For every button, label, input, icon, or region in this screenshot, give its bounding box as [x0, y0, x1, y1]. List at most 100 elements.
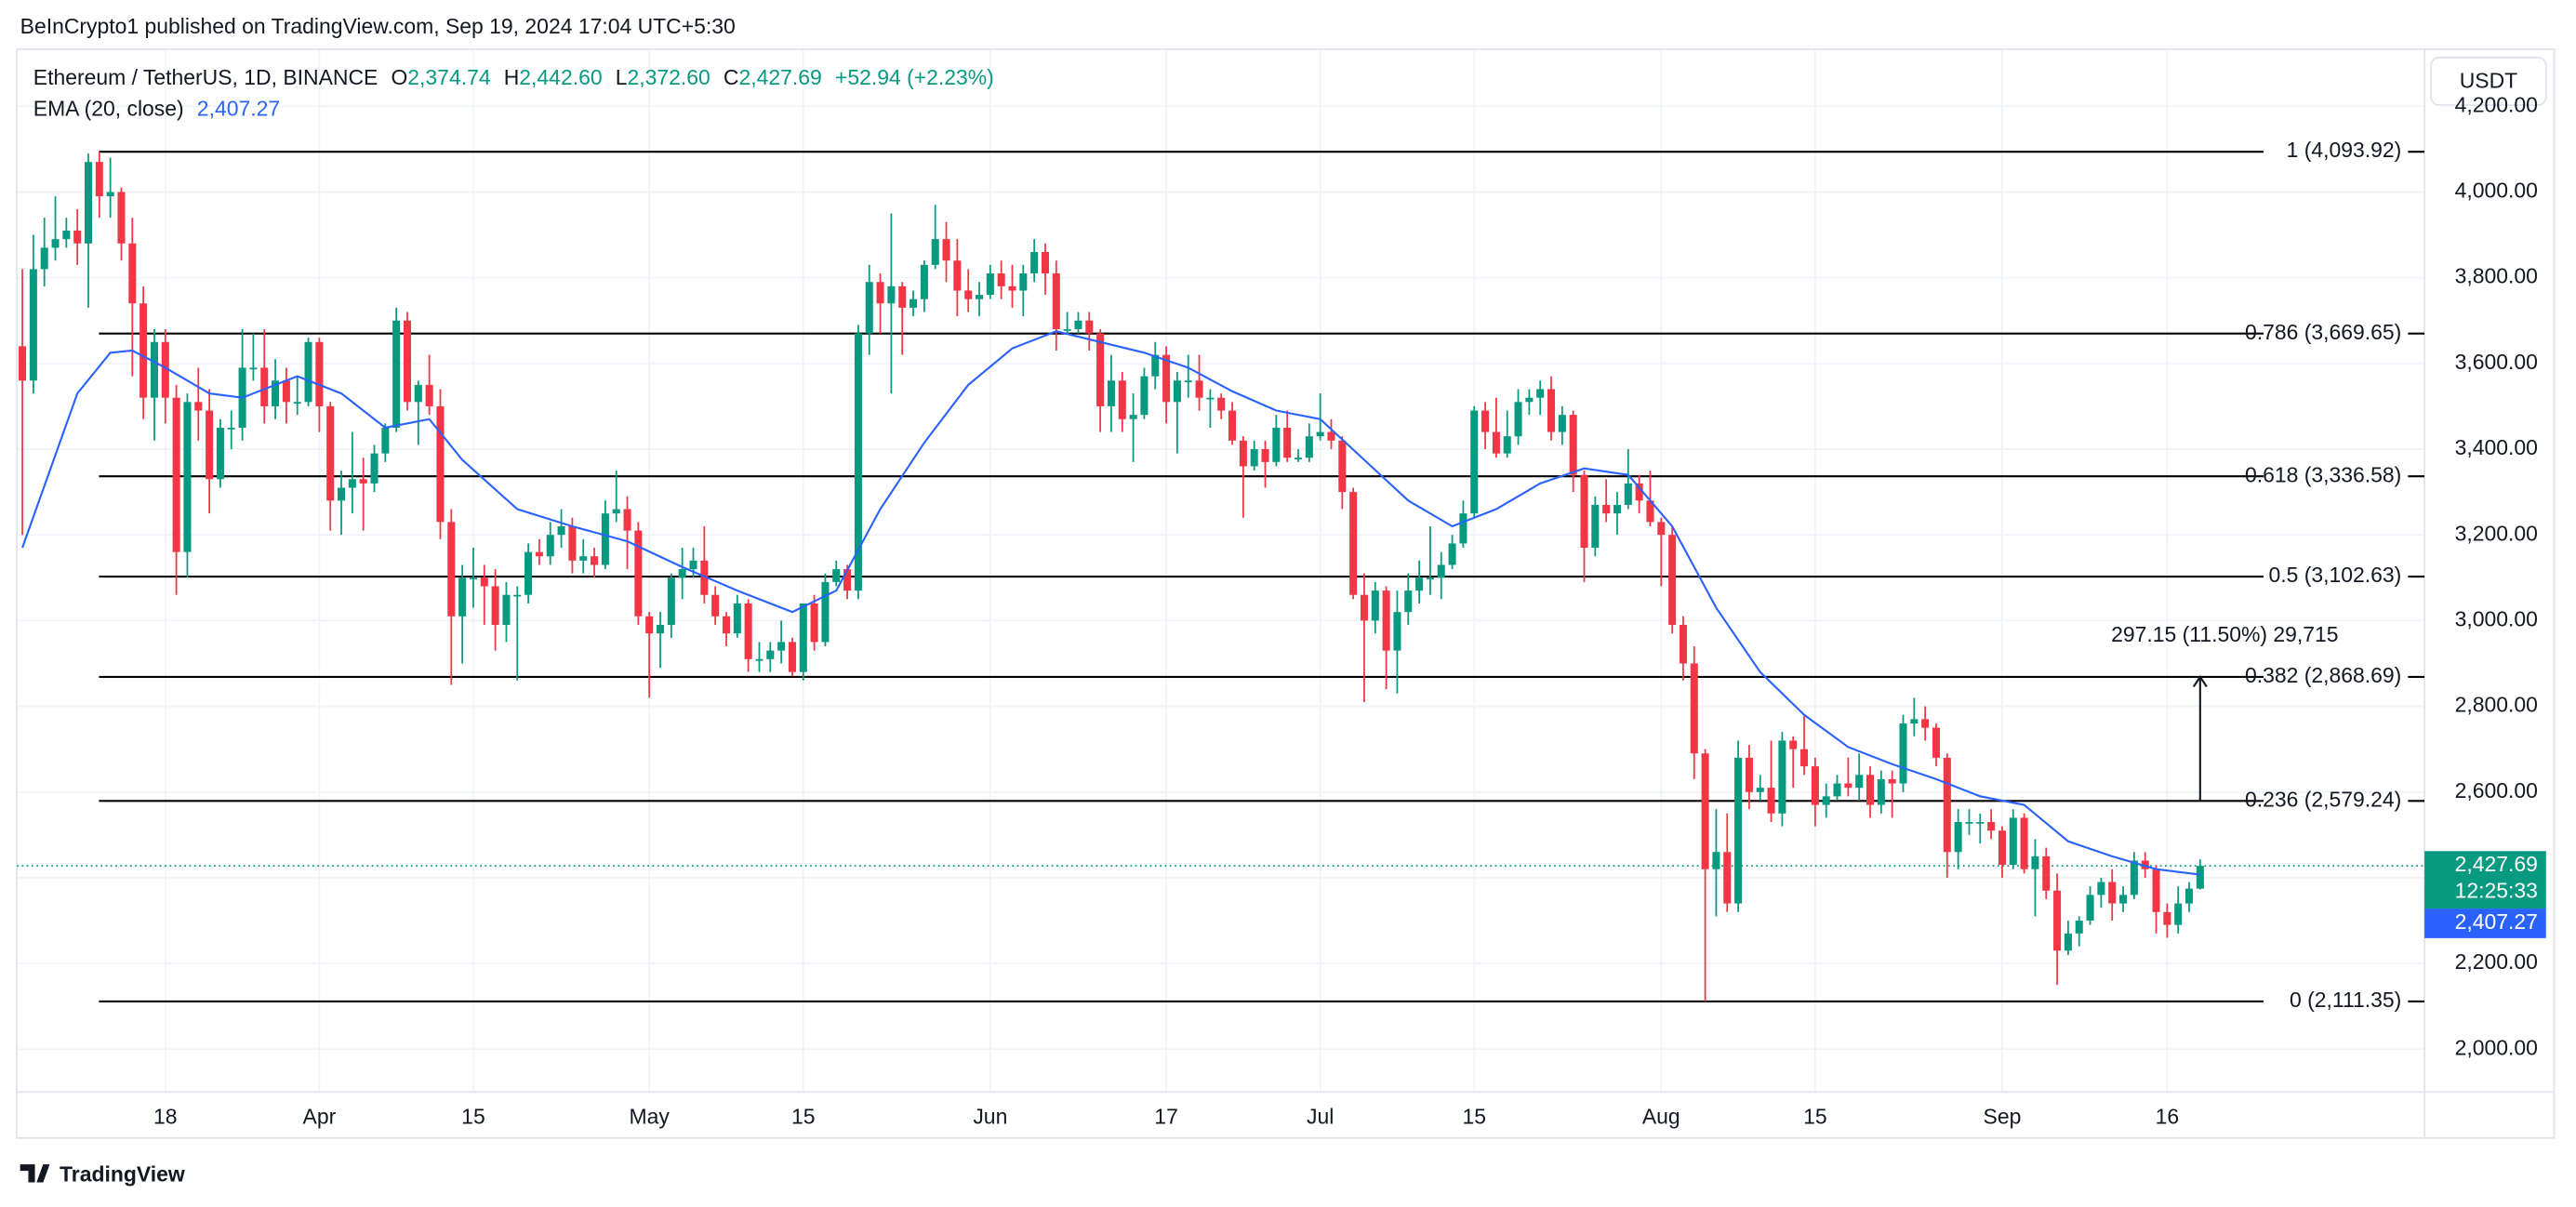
candle-body — [2152, 869, 2160, 912]
candle-body — [1162, 354, 1171, 403]
fib-label: 0.5 (3,102.63) — [2269, 563, 2402, 587]
candle-body — [1899, 723, 1907, 784]
candle-body — [535, 551, 543, 557]
candle-body — [1283, 427, 1292, 458]
candle-body — [546, 535, 554, 557]
y-tick-label: 3,600.00 — [2455, 350, 2538, 374]
candle-body — [634, 530, 643, 617]
candle-body — [95, 162, 103, 197]
candle-body — [1635, 483, 1643, 501]
candle-body — [62, 230, 71, 240]
candle-body — [1580, 474, 1588, 549]
candle-body — [1195, 380, 1203, 398]
candle-body — [986, 273, 994, 296]
candle-body — [810, 603, 818, 643]
candle-body — [964, 290, 973, 299]
candle-body — [1624, 483, 1632, 505]
ema-line — [21, 330, 2200, 876]
fib-label: 1 (4,093.92) — [2287, 138, 2402, 162]
candle-body — [381, 427, 390, 454]
candle-body — [1701, 753, 1709, 869]
candle-body — [1151, 354, 1160, 377]
candle-body — [667, 577, 675, 625]
candle-body — [260, 367, 269, 406]
candle-body — [1998, 830, 2006, 866]
ema-legend: EMA (20, close) 2,407.27 — [33, 96, 280, 120]
candle-body — [206, 410, 214, 480]
candle-body — [249, 367, 258, 370]
candle-body — [1074, 320, 1082, 329]
ohlc-value: 2,374.74 — [407, 65, 491, 89]
candle-body — [1888, 778, 1896, 784]
candle-body — [1448, 543, 1456, 565]
candle-body — [1734, 757, 1743, 904]
y-tick-label: 2,200.00 — [2455, 949, 2538, 974]
candle-body — [733, 603, 741, 634]
currency-label[interactable]: USDT — [2460, 68, 2517, 92]
candle-body — [2184, 888, 2194, 904]
candle-body — [711, 594, 720, 617]
candle-body — [1481, 410, 1490, 432]
candle-body — [1767, 788, 1775, 814]
ohlc-key: C — [724, 65, 739, 89]
candle-body — [29, 269, 37, 381]
candle-body — [106, 192, 114, 197]
candle-body — [73, 230, 82, 244]
candle-body — [2196, 866, 2204, 889]
candle-body — [1305, 436, 1313, 458]
candle-body — [1987, 822, 1996, 831]
y-tick-label: 3,000.00 — [2455, 606, 2538, 630]
candle-body — [1107, 380, 1115, 406]
ohlc-value: 2,427.69 — [739, 65, 822, 89]
candle-body — [2031, 856, 2039, 869]
candle-body — [645, 616, 654, 634]
x-tick-label: 18 — [153, 1105, 178, 1129]
candle-body — [480, 577, 488, 587]
x-tick-label: Sep — [1984, 1105, 2022, 1129]
candle-body — [1525, 397, 1534, 403]
candle-body — [2119, 895, 2128, 904]
candle-body — [502, 594, 511, 625]
candle-body — [1008, 285, 1016, 291]
candle-body — [1569, 415, 1577, 475]
fib-label: 0.786 (3,669.65) — [2245, 320, 2401, 344]
candle-body — [51, 239, 60, 248]
fib-label: 0.382 (2,868.69) — [2245, 663, 2401, 687]
candle-body — [1921, 719, 1930, 728]
candle-body — [910, 298, 918, 308]
y-tick-label: 3,200.00 — [2455, 521, 2538, 545]
candle-body — [1316, 431, 1324, 437]
candle-body — [2097, 882, 2105, 895]
candle-body — [227, 427, 235, 430]
candle-body — [524, 551, 533, 595]
candle-body — [920, 264, 928, 299]
candle-body — [2108, 882, 2117, 904]
ohlc-key: L — [616, 65, 628, 89]
currency-button[interactable] — [2430, 56, 2547, 106]
candle-body — [854, 333, 862, 591]
candle-body — [1822, 796, 1830, 805]
candle-body — [832, 569, 841, 582]
candle-body — [359, 479, 367, 484]
candle-body — [2009, 817, 2017, 866]
candle-body — [1514, 402, 1522, 437]
x-tick-label: Jul — [1307, 1105, 1334, 1129]
candle-body — [1591, 504, 1600, 549]
candle-body — [1866, 775, 1875, 805]
candle-body — [370, 453, 378, 484]
candle-body — [1228, 410, 1237, 441]
candle-body — [623, 509, 631, 531]
candle-body — [1327, 431, 1335, 441]
change: +52.94 (+2.23%) — [835, 65, 994, 89]
candle-body — [612, 509, 620, 514]
candle-body — [194, 402, 203, 411]
brand-icon — [20, 1164, 50, 1183]
candle-body — [1789, 740, 1798, 749]
candle-body — [1547, 389, 1556, 432]
candle-body — [1173, 380, 1181, 403]
grid — [17, 48, 2425, 1093]
candle-body — [1811, 766, 1819, 805]
candle-body — [1536, 389, 1545, 398]
ohlc-value: 2,442.60 — [519, 65, 602, 89]
candle-body — [568, 525, 577, 561]
